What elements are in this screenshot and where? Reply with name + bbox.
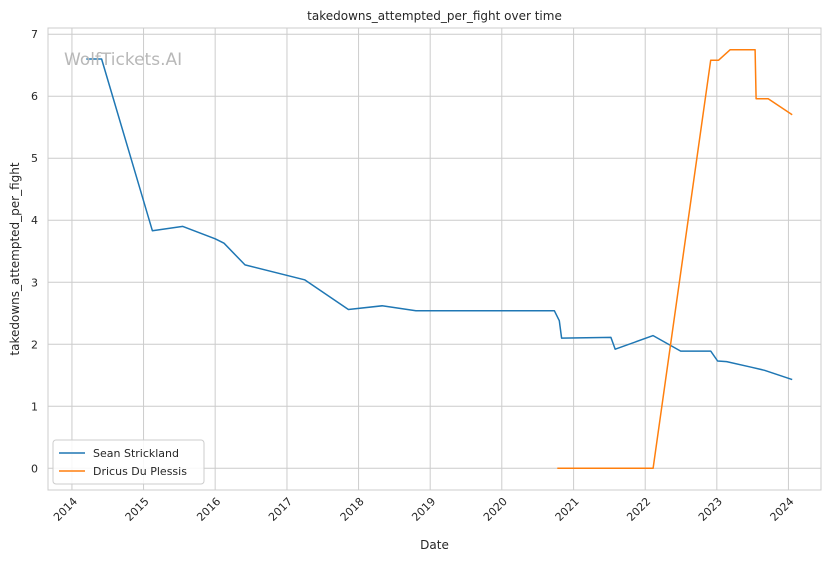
x-tick-label: 2017 (266, 495, 295, 524)
legend-label-dricus-du-plessis: Dricus Du Plessis (93, 465, 187, 478)
plot-area (48, 28, 821, 490)
y-tick-labels: 0 1 2 3 4 5 6 7 (31, 28, 38, 475)
y-tick-label: 5 (31, 152, 38, 165)
legend-label-sean-strickland: Sean Strickland (93, 447, 179, 460)
y-tick-label: 2 (31, 338, 38, 351)
x-tick-label: 2020 (481, 495, 510, 524)
x-tick-label: 2023 (696, 495, 725, 524)
plot-frame (47, 27, 822, 491)
y-tick-label: 4 (31, 214, 38, 227)
x-tick-label: 2015 (123, 495, 152, 524)
series-line-dricus-du-plessis (557, 48, 793, 470)
series-lines (86, 48, 793, 470)
y-tick-label: 7 (31, 28, 38, 41)
x-axis-label: Date (420, 538, 449, 552)
x-tick-labels: 2014 2015 2016 2017 2018 2019 2020 2021 2022 2023… (51, 495, 796, 524)
y-axis-label: takedowns_attempted_per_fight (8, 162, 22, 355)
x-tick-label: 2024 (768, 495, 797, 524)
x-tick-label: 2019 (409, 495, 438, 524)
x-tick-label: 2018 (338, 495, 367, 524)
y-tick-label: 0 (31, 462, 38, 475)
x-tick-label: 2021 (553, 495, 582, 524)
y-tick-label: 6 (31, 90, 38, 103)
series-line-sean-strickland (86, 58, 793, 381)
y-tick-label: 3 (31, 276, 38, 289)
x-tick-label: 2016 (194, 495, 223, 524)
legend: Sean Strickland Dricus Du Plessis (52, 439, 205, 485)
y-tick-label: 1 (31, 400, 38, 413)
legend-box (52, 439, 205, 485)
x-tick-label: 2014 (51, 495, 80, 524)
chart-title: takedowns_attempted_per_fight over time (307, 9, 562, 23)
watermark: WolfTickets.AI (64, 50, 182, 70)
x-tick-label: 2022 (624, 495, 653, 524)
grid (48, 28, 821, 490)
